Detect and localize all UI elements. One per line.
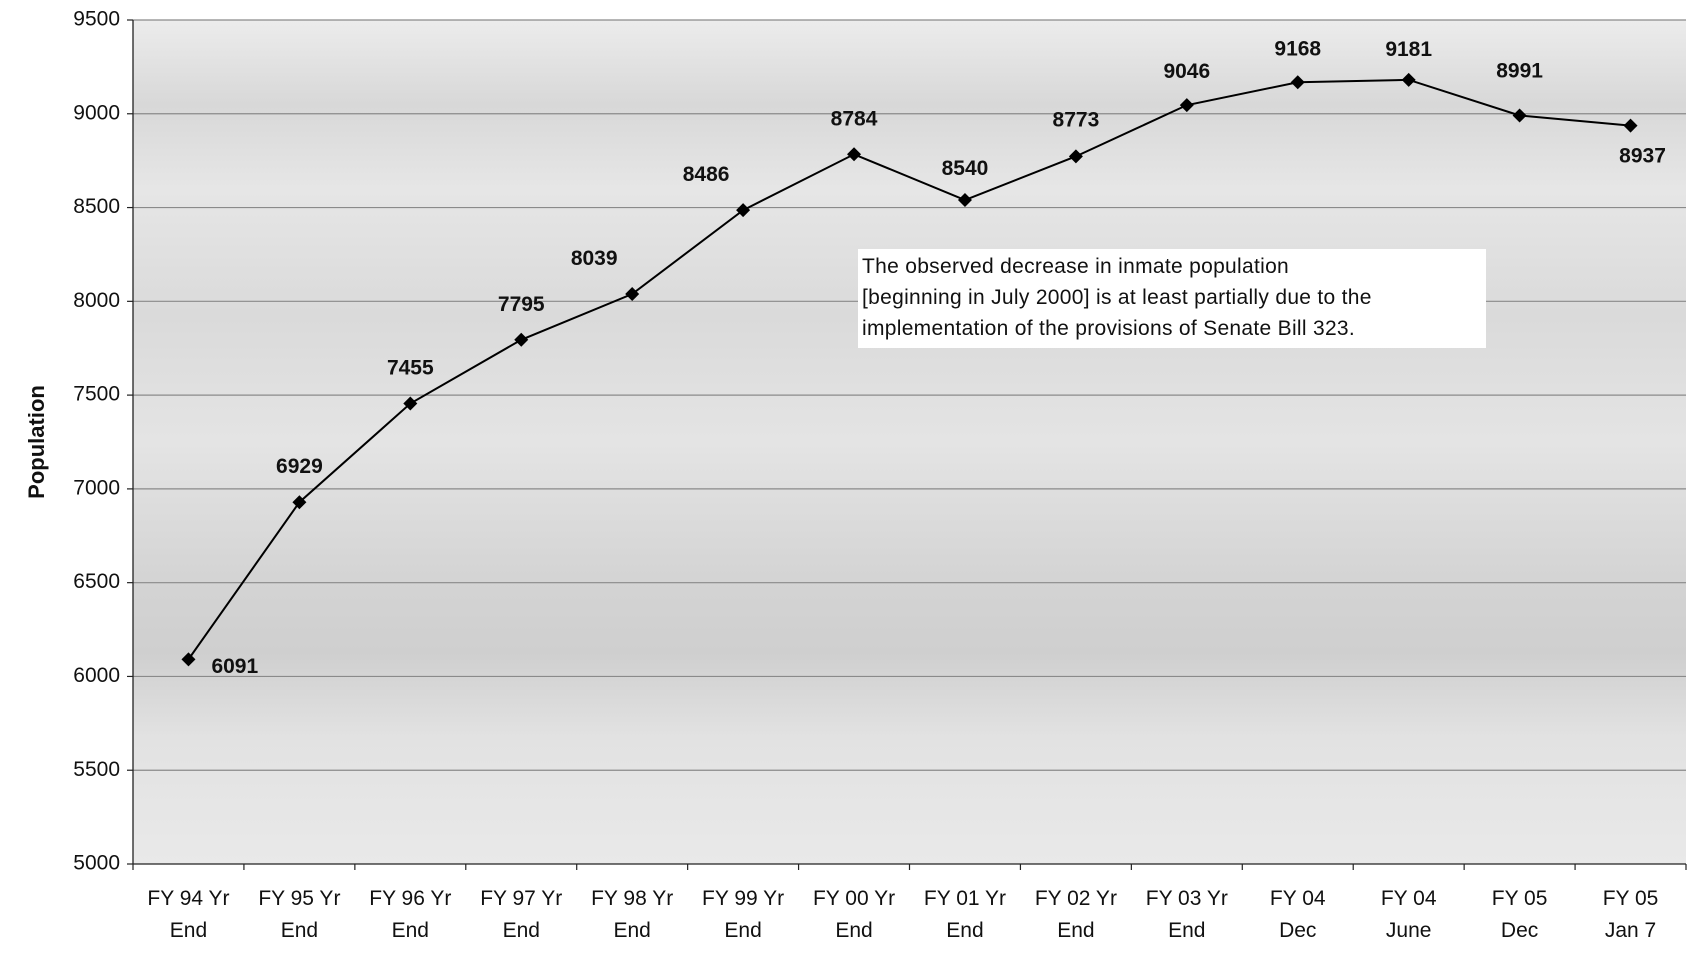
data-label: 7455 [387, 357, 434, 380]
x-tick-label: FY 02 Yr [1035, 887, 1117, 910]
x-tick-label: FY 96 Yr [369, 887, 451, 910]
x-tick-label: End [503, 919, 540, 942]
series-line [187, 78, 1631, 660]
plot-area [133, 20, 1686, 864]
data-label: 8039 [571, 247, 618, 270]
data-point [514, 332, 529, 347]
annotation-line: The observed decrease in inmate populati… [862, 255, 1290, 278]
x-tick-label: Jan 7 [1605, 919, 1656, 942]
x-tick-label: FY 97 Yr [480, 887, 562, 910]
data-point [736, 203, 751, 218]
x-tick-label: End [392, 919, 429, 942]
x-tick-labels: FY 94 Yr End FY 95 Yr End FY 96 Yr End FY 97 Y… [147, 887, 1658, 942]
data-point [1623, 118, 1638, 133]
data-labels: 6091 6929 7455 7795 8039 8486 8784 8540 8773 9046… [211, 37, 1665, 678]
x-tick-label: End [1057, 919, 1094, 942]
x-tick-label: FY 98 Yr [591, 887, 673, 910]
x-tick-label: FY 00 Yr [813, 887, 895, 910]
data-label: 6091 [211, 655, 258, 678]
data-label: 6929 [276, 455, 323, 478]
data-label: 8937 [1619, 145, 1666, 168]
x-tick-label: End [835, 919, 872, 942]
data-point [1512, 108, 1527, 123]
annotation-line: implementation of the provisions of Sena… [862, 317, 1356, 340]
data-label: 7795 [498, 293, 545, 316]
data-label: 9168 [1274, 37, 1321, 60]
y-tick-label: 6500 [73, 570, 120, 593]
data-point [957, 193, 972, 208]
x-tick-label: FY 01 Yr [924, 887, 1006, 910]
x-tick-label: Dec [1501, 919, 1538, 942]
y-tick-label: 7000 [73, 476, 120, 499]
data-point [403, 396, 418, 411]
x-tick-label: FY 95 Yr [258, 887, 340, 910]
x-tick-label: End [613, 919, 650, 942]
y-tick-label: 5500 [73, 758, 120, 781]
y-tick-label: 8000 [73, 289, 120, 312]
data-point [181, 652, 196, 667]
data-point [1068, 149, 1083, 164]
data-point [292, 495, 307, 510]
data-point [625, 287, 640, 302]
data-label: 8784 [831, 107, 878, 130]
x-tick-label: FY 05 [1603, 887, 1659, 910]
data-point [1290, 75, 1305, 90]
x-tick-label: Dec [1279, 919, 1316, 942]
x-tick-label: FY 94 Yr [147, 887, 229, 910]
axes [127, 19, 1687, 870]
x-tick-label: FY 03 Yr [1146, 887, 1228, 910]
data-point [847, 147, 862, 162]
annotation-box: The observed decrease in inmate populati… [858, 249, 1486, 348]
x-tick-label: FY 05 [1492, 887, 1548, 910]
x-tick-label: End [946, 919, 983, 942]
x-tick-label: FY 04 [1381, 887, 1437, 910]
x-tick-label: End [281, 919, 318, 942]
data-label: 8486 [683, 163, 730, 186]
y-tick-labels: 5000 5500 6000 6500 7000 7500 8000 8500 9000 9500 [73, 8, 120, 875]
x-tick-label: FY 04 [1270, 887, 1326, 910]
data-point [1401, 72, 1416, 87]
data-label: 8773 [1053, 108, 1100, 131]
y-tick-label: 8500 [73, 195, 120, 218]
y-tick-label: 6000 [73, 664, 120, 687]
y-tick-label: 5000 [73, 852, 120, 875]
data-label: 9181 [1385, 38, 1432, 61]
y-tick-label: 9000 [73, 101, 120, 124]
annotation-line: [beginning in July 2000] is at least par… [862, 286, 1372, 309]
y-tick-label: 9500 [73, 8, 120, 31]
series-population [181, 72, 1638, 667]
y-tick-label: 7500 [73, 383, 120, 406]
x-tick-label: FY 99 Yr [702, 887, 784, 910]
x-tick-label: June [1386, 919, 1432, 942]
data-point [1179, 98, 1194, 113]
x-tick-label: End [724, 919, 761, 942]
data-label: 8540 [942, 157, 989, 180]
data-label: 8991 [1496, 59, 1543, 82]
x-tick-label: End [1168, 919, 1205, 942]
data-label: 9046 [1163, 60, 1210, 83]
y-axis-label: Population [24, 385, 49, 499]
x-tick-label: End [170, 919, 207, 942]
